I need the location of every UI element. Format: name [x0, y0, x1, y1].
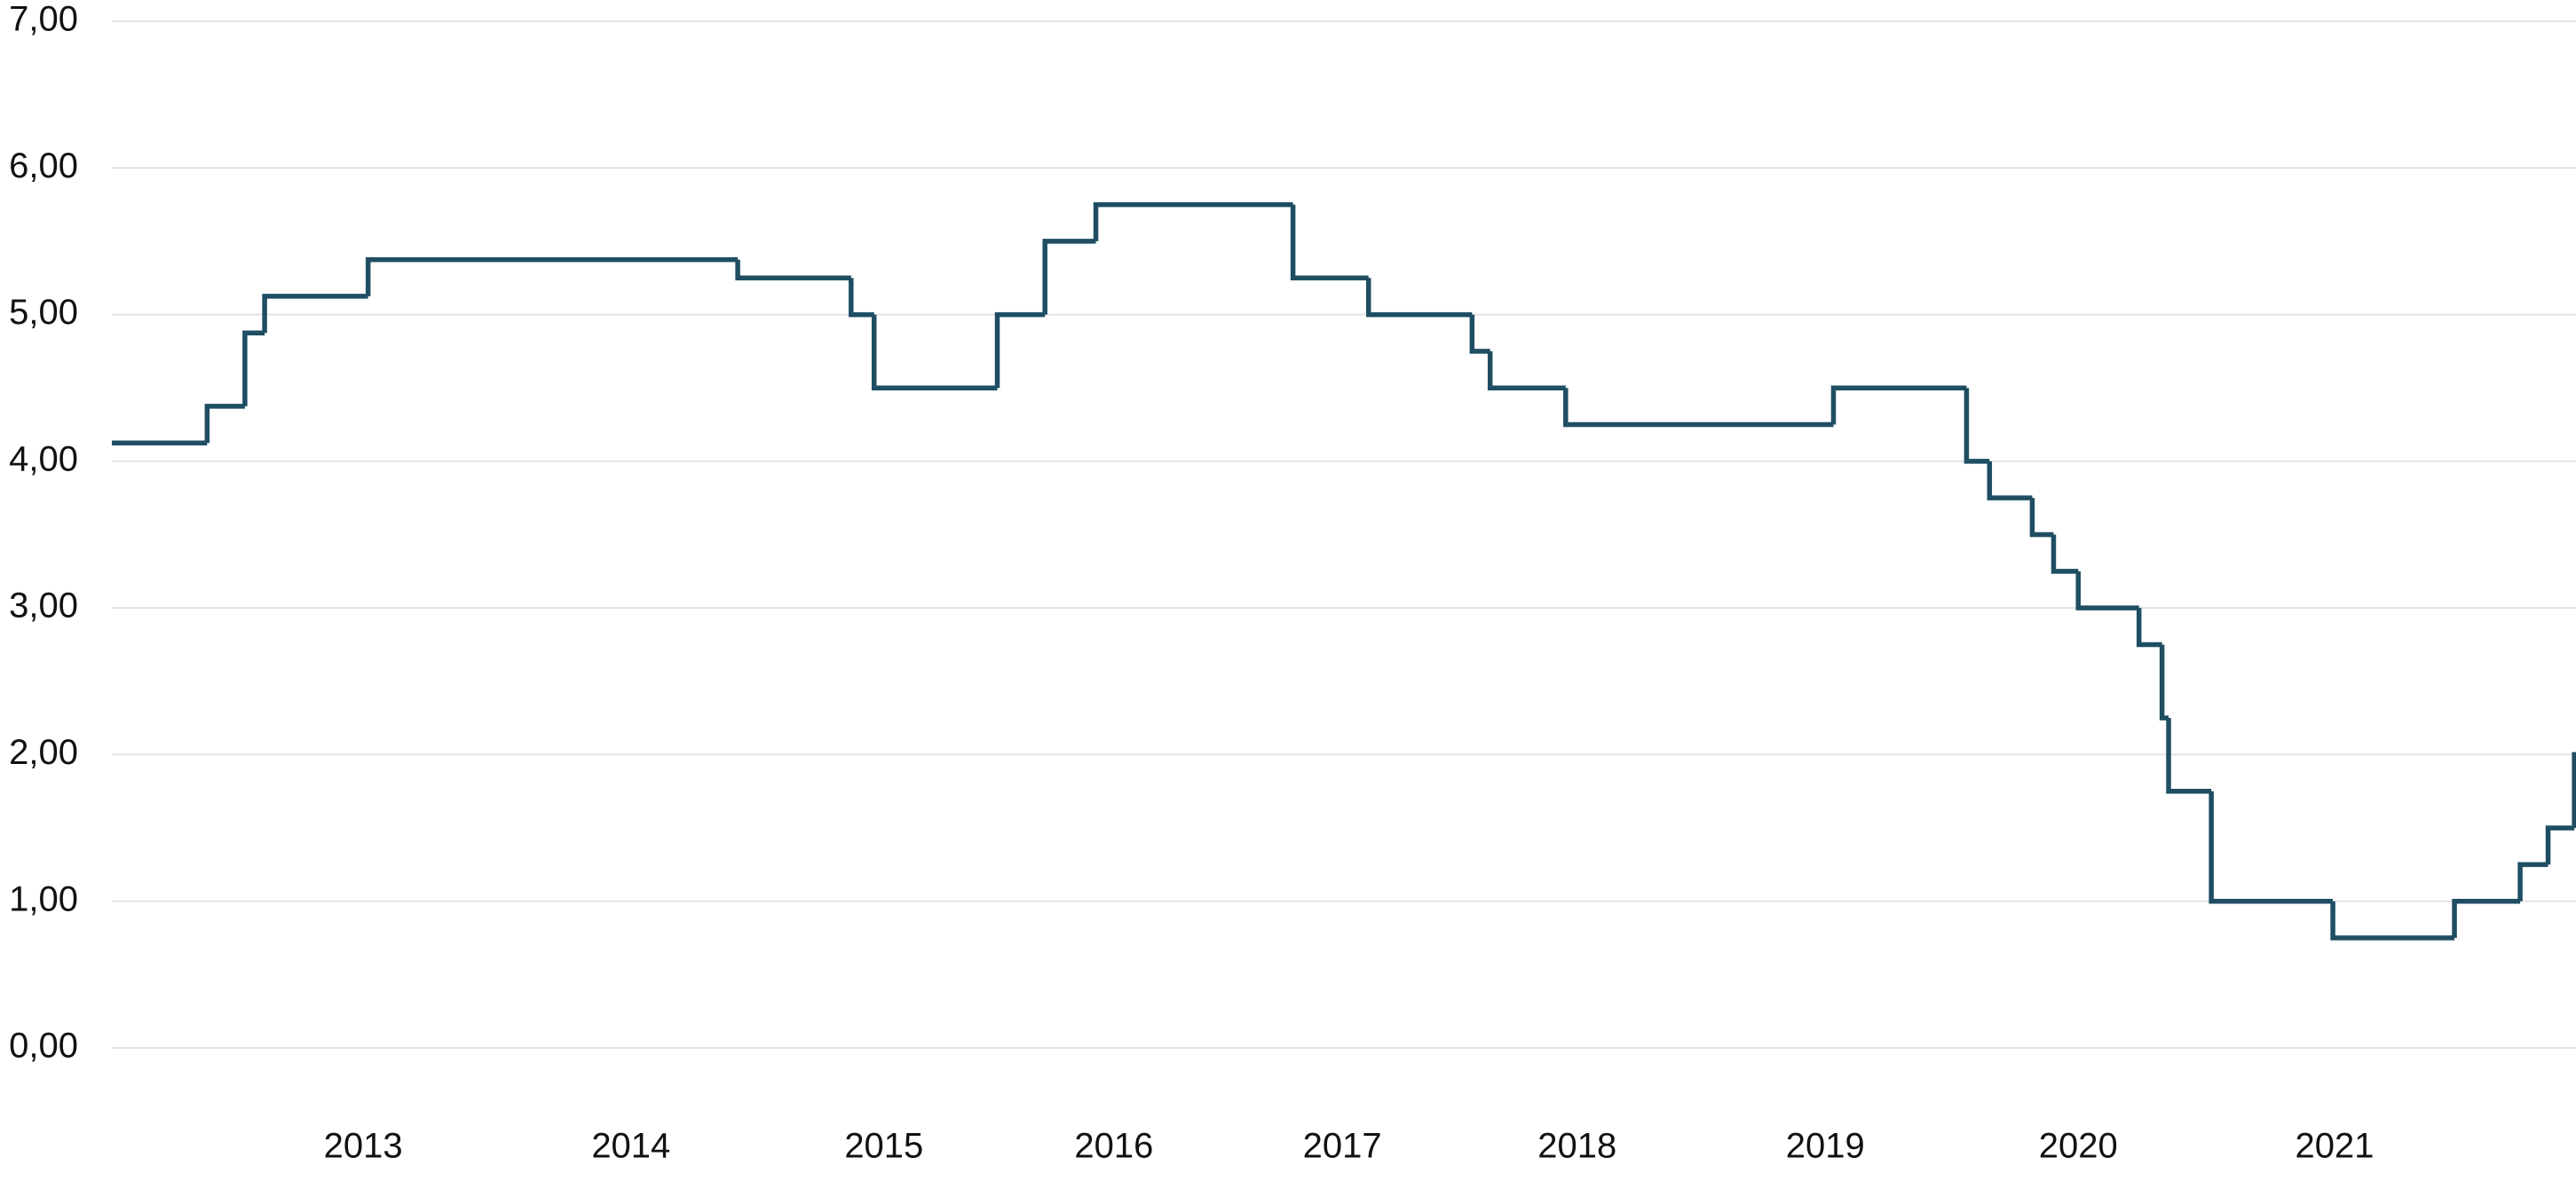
x-tick-label: 2014 [591, 1127, 670, 1166]
x-tick-label: 2018 [1537, 1127, 1616, 1166]
y-tick-label: 7,00 [9, 0, 78, 39]
y-tick-label: 0,00 [9, 1027, 78, 1066]
step-segment [1042, 239, 1096, 315]
y-tick-label: 5,00 [9, 293, 78, 332]
y-tick-label: 2,00 [9, 733, 78, 772]
step-segment [1563, 388, 1834, 428]
step-segment [2572, 752, 2576, 829]
step-segment [2330, 901, 2455, 941]
step-segment [1093, 201, 1293, 241]
x-tick-label: 2019 [1786, 1127, 1865, 1166]
step-segment [1469, 314, 1490, 354]
step-segment [1487, 350, 1566, 390]
step-segment [2051, 534, 2079, 574]
y-tick-label: 4,00 [9, 439, 78, 478]
step-segment [2452, 898, 2521, 939]
x-tick-label: 2021 [2295, 1127, 2374, 1166]
y-tick-label: 1,00 [9, 879, 78, 918]
y-tick-label: 6,00 [9, 146, 78, 185]
x-tick-label: 2013 [324, 1127, 403, 1166]
step-segment [1964, 388, 1990, 464]
x-tick-label: 2015 [844, 1127, 923, 1166]
step-segment [1290, 204, 1369, 280]
step-segment [1987, 461, 2033, 500]
step-segment [262, 294, 368, 334]
step-segment [2209, 791, 2334, 904]
step-segment [2166, 718, 2212, 794]
step-segment [2075, 571, 2139, 610]
step-segment [2159, 644, 2169, 720]
x-tick-label: 2016 [1074, 1127, 1153, 1166]
step-segment [1830, 385, 1967, 425]
step-segment [365, 256, 739, 296]
step-segment [242, 330, 265, 406]
step-segment [2029, 498, 2054, 538]
step-segment [2136, 608, 2162, 648]
step-segment [2517, 862, 2548, 901]
step-segment [735, 259, 851, 280]
step-segment [204, 404, 245, 444]
y-tick-label: 3,00 [9, 587, 78, 626]
x-tick-label: 2017 [1303, 1127, 1382, 1166]
step-segment [849, 278, 874, 318]
step-segment [1366, 278, 1473, 318]
step-segment [2545, 825, 2575, 865]
x-tick-label: 2020 [2039, 1127, 2118, 1166]
step-segment [871, 314, 998, 390]
step-segment [994, 311, 1046, 389]
